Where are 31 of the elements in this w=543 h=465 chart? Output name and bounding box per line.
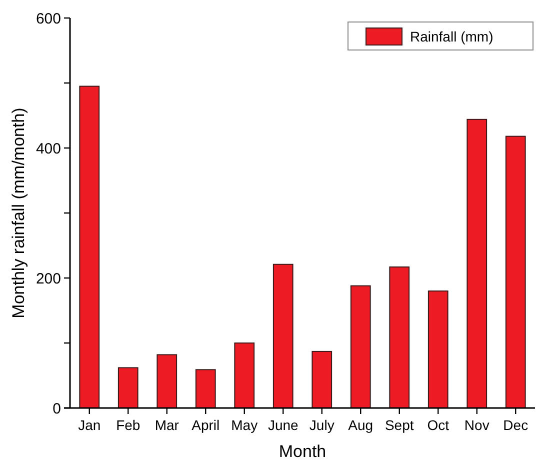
bar <box>272 264 294 408</box>
x-tick-label: Aug <box>348 417 374 433</box>
x-tick-label: Dec <box>503 417 528 433</box>
bar <box>118 367 138 408</box>
legend-label: Rainfall (mm) <box>410 28 494 44</box>
bar <box>156 354 178 408</box>
y-tick-label: 400 <box>36 140 61 158</box>
x-tick-label: Nov <box>464 417 490 433</box>
bar <box>79 86 100 408</box>
x-tick-label: May <box>231 417 258 433</box>
y-tick-label: 200 <box>36 270 61 288</box>
x-tick-label: Mar <box>154 417 180 433</box>
bar <box>428 290 448 408</box>
x-tick-label: Sept <box>384 417 414 433</box>
bar <box>312 350 332 408</box>
bar <box>466 118 488 408</box>
x-tick-label: Jan <box>78 417 101 433</box>
x-tick-label: July <box>309 417 334 433</box>
x-axis-title: Month <box>278 442 326 461</box>
bar <box>195 369 216 408</box>
bar <box>389 266 410 408</box>
x-tick-label: June <box>268 417 299 433</box>
y-tick-label: 600 <box>36 10 61 28</box>
bar <box>234 342 255 408</box>
y-axis-title: Monthly rainfall (mm/month) <box>9 108 28 318</box>
bar <box>505 136 526 408</box>
x-tick-label: Oct <box>427 417 450 433</box>
x-tick-label: Feb <box>116 417 140 433</box>
bar <box>350 285 371 408</box>
y-tick-label: 0 <box>52 400 61 418</box>
x-tick-label: April <box>192 417 220 433</box>
